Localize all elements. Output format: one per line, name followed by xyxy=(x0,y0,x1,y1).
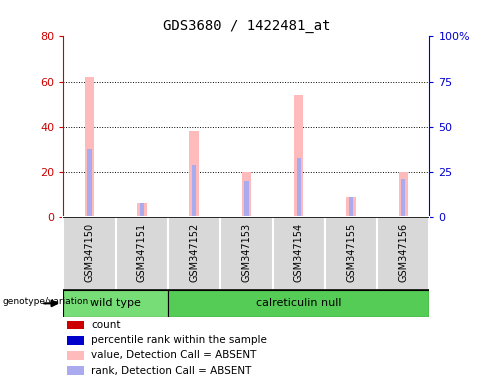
Bar xyxy=(220,217,273,290)
Bar xyxy=(346,197,356,217)
Bar xyxy=(67,336,83,344)
Text: GSM347150: GSM347150 xyxy=(84,222,95,281)
Text: genotype/variation: genotype/variation xyxy=(2,297,89,306)
Title: GDS3680 / 1422481_at: GDS3680 / 1422481_at xyxy=(163,19,330,33)
Text: rank, Detection Call = ABSENT: rank, Detection Call = ABSENT xyxy=(91,366,251,376)
Bar xyxy=(87,149,92,217)
Bar xyxy=(294,95,304,217)
Bar xyxy=(242,172,251,217)
Bar xyxy=(140,204,144,217)
Text: GSM347153: GSM347153 xyxy=(242,222,251,281)
Text: GSM347155: GSM347155 xyxy=(346,222,356,281)
Text: percentile rank within the sample: percentile rank within the sample xyxy=(91,335,267,345)
Text: value, Detection Call = ABSENT: value, Detection Call = ABSENT xyxy=(91,351,256,361)
Bar xyxy=(273,217,325,290)
Text: calreticulin null: calreticulin null xyxy=(256,298,342,308)
Bar xyxy=(325,217,377,290)
Bar xyxy=(85,77,94,217)
Bar xyxy=(67,366,83,375)
Bar xyxy=(67,321,83,329)
Text: GSM347156: GSM347156 xyxy=(398,222,408,281)
Bar xyxy=(116,217,168,290)
Bar xyxy=(244,181,248,217)
Bar xyxy=(67,351,83,360)
Text: GSM347151: GSM347151 xyxy=(137,222,147,281)
Bar xyxy=(377,217,429,290)
Bar xyxy=(189,131,199,217)
Bar xyxy=(63,217,116,290)
Text: GSM347152: GSM347152 xyxy=(189,222,199,281)
Bar xyxy=(192,165,196,217)
Bar xyxy=(137,204,146,217)
Bar xyxy=(168,217,220,290)
Bar xyxy=(297,158,301,217)
Bar xyxy=(168,290,429,317)
Bar xyxy=(349,197,353,217)
Text: wild type: wild type xyxy=(90,298,141,308)
Bar xyxy=(63,290,168,317)
Text: GSM347154: GSM347154 xyxy=(294,222,304,281)
Text: count: count xyxy=(91,320,121,330)
Bar xyxy=(401,179,406,217)
Bar xyxy=(399,172,408,217)
